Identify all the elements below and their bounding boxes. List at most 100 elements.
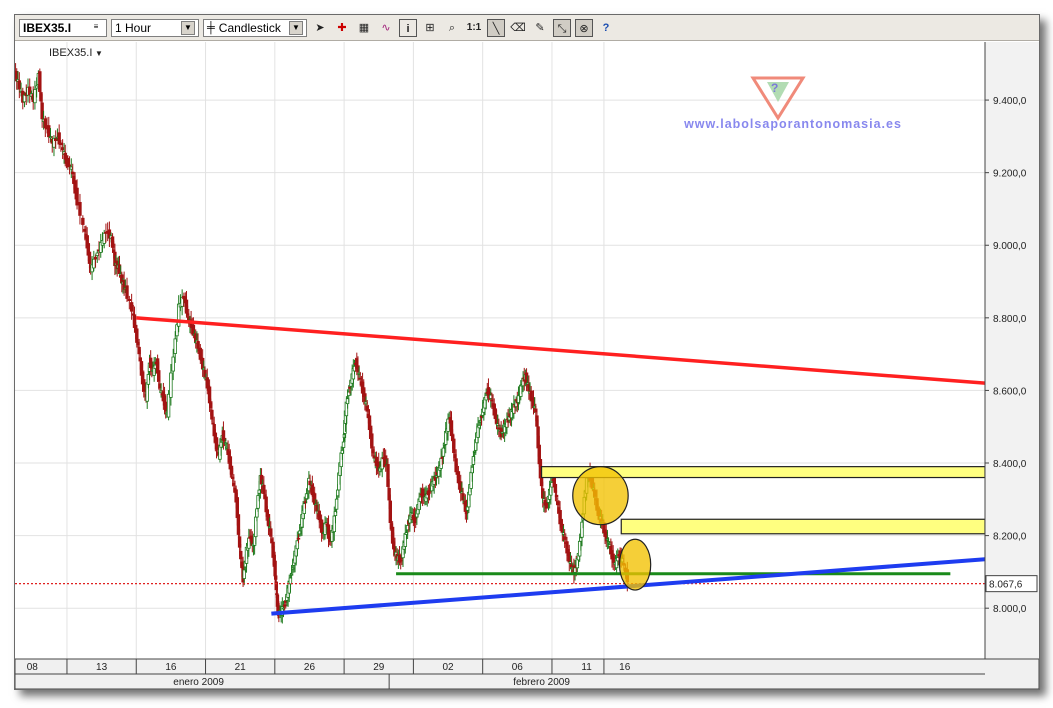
candle-body	[387, 488, 391, 501]
candle-body	[580, 521, 584, 538]
candle-body	[237, 536, 242, 548]
crosshair-icon[interactable]: ✚	[337, 21, 347, 34]
help-icon[interactable]: ?	[602, 21, 610, 34]
candle-body	[553, 483, 558, 493]
y-tick-label: 8.000,0	[993, 604, 1027, 615]
candle-body	[295, 540, 300, 550]
select-icon[interactable]: ⤡	[553, 18, 571, 37]
x-tick-label: 16	[165, 662, 177, 673]
y-tick-label: 8.400,0	[993, 459, 1027, 470]
y-tick-label: 8.800,0	[993, 314, 1027, 325]
candle-body	[34, 85, 39, 89]
month-label: febrero 2009	[513, 677, 570, 688]
candle-body	[173, 338, 177, 354]
plot-background	[15, 42, 985, 659]
highlight-ellipse-upper[interactable]	[572, 466, 629, 526]
x-tick-label: 26	[304, 662, 316, 673]
candle-body	[129, 302, 134, 312]
watermark: ? www.labolsaporantonomasia.es	[683, 76, 902, 131]
candle-body	[48, 136, 53, 139]
candle-body	[60, 147, 65, 151]
trendline-icon[interactable]: ╲	[487, 18, 505, 37]
candle-body	[17, 80, 22, 90]
resistance-zone-lower[interactable]	[620, 518, 985, 535]
cursor-icon[interactable]: ➤	[315, 21, 325, 34]
x-tick-label: 02	[442, 662, 454, 673]
series-label-group[interactable]: IBEX35.I ▼	[49, 47, 103, 59]
candle-body	[59, 142, 63, 145]
series-label: IBEX35.I	[49, 47, 92, 59]
price-chart[interactable]: ? www.labolsaporantonomasia.es IBEX35.I …	[14, 42, 1040, 690]
candle-body	[342, 434, 347, 439]
candle-body	[452, 438, 456, 454]
candlestick-icon: ╪	[207, 21, 215, 34]
svg-text:?: ?	[771, 81, 778, 95]
symbol-text: IBEX35.I	[23, 20, 72, 35]
zoom-fit-icon[interactable]: ⊞	[425, 21, 435, 34]
chart-style-text: Candlestick	[218, 20, 281, 35]
candle-body	[255, 508, 259, 518]
y-axis: 8.000,0 8.200,0 8.400,0 8.600,0 8.800,0 9.000…	[984, 42, 1039, 659]
eraser-icon[interactable]: ⌫	[510, 21, 526, 34]
chart-area[interactable]: ? www.labolsaporantonomasia.es IBEX35.I …	[14, 42, 1040, 690]
y-tick-label: 8.600,0	[993, 386, 1027, 397]
x-tick-label: 13	[96, 662, 108, 673]
candle-body	[127, 299, 132, 302]
indicator-icon[interactable]: ∿	[381, 21, 391, 34]
interval-select[interactable]: 1 Hour ▼	[111, 18, 199, 37]
ratio-icon[interactable]: 1:1	[466, 21, 482, 33]
chevron-down-icon[interactable]: ▼	[95, 49, 103, 58]
candle-body	[125, 285, 129, 299]
x-tick-label: 11	[581, 662, 592, 673]
chart-window: IBEX35.I ≡ 1 Hour ▼ ╪ Candlestick ▼ ➤ ✚ …	[14, 14, 1040, 690]
y-tick-label: 9.400,0	[993, 96, 1027, 107]
watermark-logo-icon: ?	[750, 76, 806, 121]
magnet-icon[interactable]: ⊗	[575, 18, 593, 37]
symbol-list-icon[interactable]: ≡	[89, 20, 103, 35]
candle-body	[171, 356, 175, 372]
candle-body	[341, 441, 346, 448]
grid-lines	[15, 42, 985, 659]
candle-body	[47, 125, 51, 138]
candle-body	[81, 217, 85, 225]
candle-body	[78, 201, 82, 216]
candle-body	[38, 71, 42, 93]
candle-body	[386, 464, 390, 487]
candle-body	[169, 372, 173, 398]
last-price-label: 8.067,6	[989, 580, 1023, 591]
x-tick-label: 16	[619, 662, 631, 673]
candle-body	[40, 102, 44, 120]
symbol-field[interactable]: IBEX35.I ≡	[19, 18, 107, 37]
candle-body	[242, 569, 246, 579]
candle-body	[71, 171, 75, 175]
candle-body	[73, 180, 77, 194]
chevron-down-icon[interactable]: ▼	[289, 20, 303, 35]
chevron-down-icon[interactable]: ▼	[181, 20, 195, 35]
candle-body	[239, 550, 243, 560]
candle-body	[69, 166, 73, 170]
paint-icon[interactable]: ✎	[535, 21, 545, 34]
resistance-trendline[interactable]	[136, 316, 985, 385]
watermark-text: www.labolsaporantonomasia.es	[683, 117, 902, 131]
info-icon[interactable]: i	[399, 18, 417, 37]
y-tick-label: 8.200,0	[993, 532, 1027, 543]
candle-body	[334, 498, 339, 510]
y-axis-panel	[985, 42, 1039, 659]
candle-body	[203, 369, 207, 377]
y-tick-label: 9.200,0	[993, 169, 1027, 180]
highlight-ellipse-lower[interactable]	[618, 538, 652, 591]
candle-body	[256, 495, 260, 509]
x-tick-label: 29	[373, 662, 385, 673]
grid-icon[interactable]: ▦	[358, 21, 370, 34]
last-price-marker	[985, 575, 1038, 593]
magnify-icon[interactable]: ⌕	[448, 21, 456, 34]
candle-body	[441, 447, 446, 457]
candle-body	[289, 573, 294, 576]
candle-body	[54, 138, 58, 142]
chart-style-select[interactable]: ╪ Candlestick ▼	[203, 18, 307, 37]
x-tick-label: 08	[27, 662, 39, 673]
candle-body	[93, 256, 98, 260]
candle-body	[333, 511, 338, 516]
candle-body	[176, 303, 181, 327]
candle-body	[236, 514, 241, 535]
